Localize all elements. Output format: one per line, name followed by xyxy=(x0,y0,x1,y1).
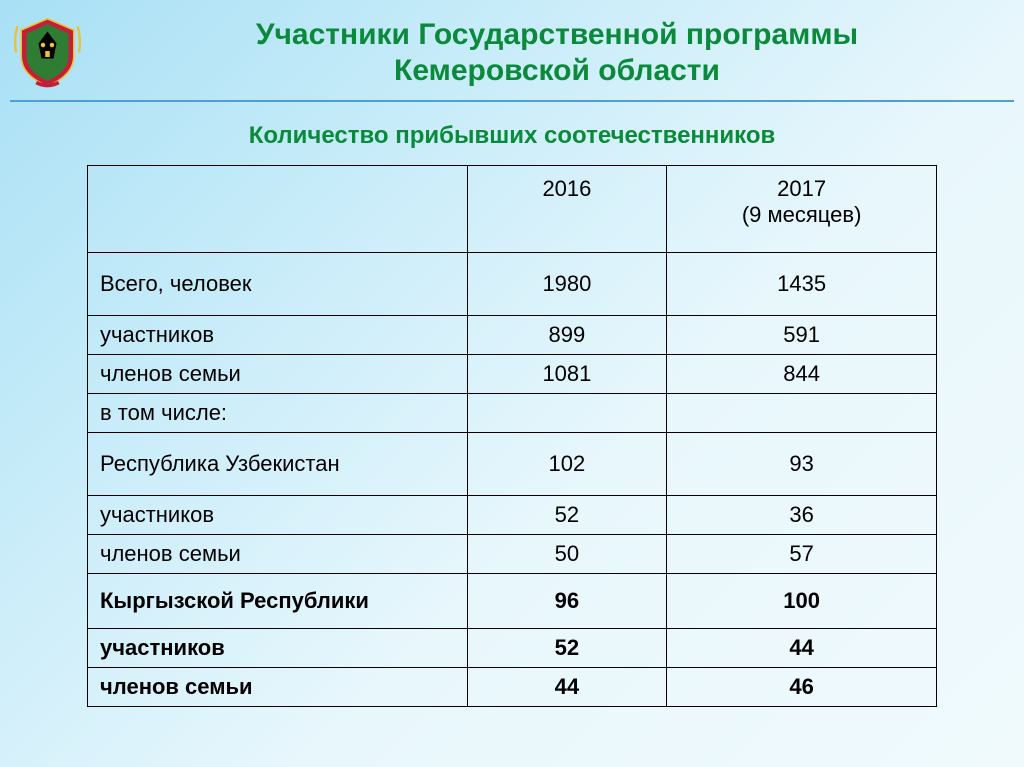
row-value-2017: 46 xyxy=(667,668,937,707)
row-value-2016: 52 xyxy=(467,496,667,535)
row-value-2016: 52 xyxy=(467,629,667,668)
title-line-2: Кемеровской области xyxy=(394,54,720,87)
header-blank xyxy=(88,166,468,253)
row-value-2017: 844 xyxy=(667,355,937,394)
row-value-2016: 44 xyxy=(467,668,667,707)
row-label: членов семьи xyxy=(88,668,468,707)
header-col-2017: 2017 (9 месяцев) xyxy=(667,166,937,253)
row-value-2017: 591 xyxy=(667,316,937,355)
row-value-2017 xyxy=(667,394,937,433)
row-value-2016: 50 xyxy=(467,535,667,574)
row-value-2016: 1980 xyxy=(467,253,667,316)
row-label: участников xyxy=(88,496,468,535)
subtitle: Количество прибывших соотечественников xyxy=(0,122,1024,150)
header-divider xyxy=(10,100,1014,102)
row-value-2017: 57 xyxy=(667,535,937,574)
header: Участники Государственной программы Кеме… xyxy=(0,0,1024,95)
table-row: участников899591 xyxy=(88,316,937,355)
table-row: Республика Узбекистан10293 xyxy=(88,433,937,496)
row-label: членов семьи xyxy=(88,355,468,394)
row-value-2017: 93 xyxy=(667,433,937,496)
row-label: Республика Узбекистан xyxy=(88,433,468,496)
table-row: в том числе: xyxy=(88,394,937,433)
table-header-row: 2016 2017 (9 месяцев) xyxy=(88,166,937,253)
table-row: членов семьи1081844 xyxy=(88,355,937,394)
row-value-2016: 96 xyxy=(467,574,667,629)
row-value-2017: 100 xyxy=(667,574,937,629)
table-row: Кыргызской Республики96100 xyxy=(88,574,937,629)
row-value-2017: 44 xyxy=(667,629,937,668)
row-value-2017: 36 xyxy=(667,496,937,535)
data-table: 2016 2017 (9 месяцев) Всего, человек1980… xyxy=(87,165,937,707)
table-body: Всего, человек19801435участников899591чл… xyxy=(88,253,937,707)
kemerovo-emblem-icon xyxy=(10,15,85,90)
row-label: участников xyxy=(88,629,468,668)
row-label: Кыргызской Республики xyxy=(88,574,468,629)
row-value-2016: 899 xyxy=(467,316,667,355)
row-label: участников xyxy=(88,316,468,355)
page-title: Участники Государственной программы Кеме… xyxy=(100,17,1014,89)
table-row: участников5244 xyxy=(88,629,937,668)
table-row: членов семьи4446 xyxy=(88,668,937,707)
title-line-1: Участники Государственной программы xyxy=(256,18,858,51)
row-value-2017: 1435 xyxy=(667,253,937,316)
row-value-2016: 102 xyxy=(467,433,667,496)
row-label: Всего, человек xyxy=(88,253,468,316)
row-label: в том числе: xyxy=(88,394,468,433)
row-value-2016 xyxy=(467,394,667,433)
table-row: членов семьи5057 xyxy=(88,535,937,574)
table-row: Всего, человек19801435 xyxy=(88,253,937,316)
row-value-2016: 1081 xyxy=(467,355,667,394)
row-label: членов семьи xyxy=(88,535,468,574)
header-col-2016: 2016 xyxy=(467,166,667,253)
title-block: Участники Государственной программы Кеме… xyxy=(100,17,1014,89)
table-row: участников5236 xyxy=(88,496,937,535)
